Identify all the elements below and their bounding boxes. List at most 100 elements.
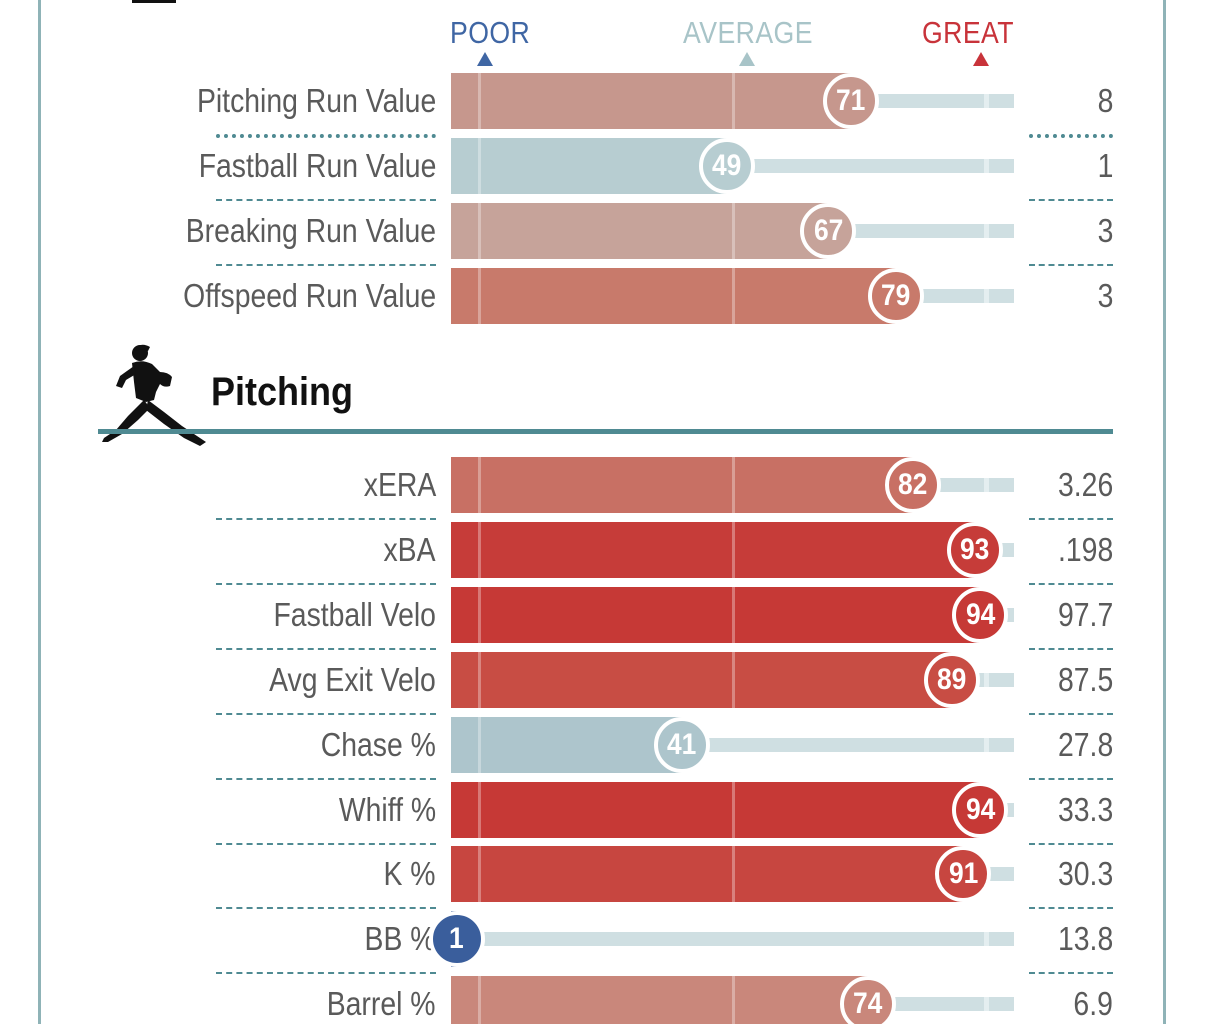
percentile-value: 41 xyxy=(667,727,697,761)
percentile-bar xyxy=(451,73,851,129)
stat-value-text: 13.8 xyxy=(1057,920,1113,958)
percentile-value: 71 xyxy=(836,84,866,117)
scale-label-poor: POOR xyxy=(450,15,531,50)
reference-line xyxy=(478,781,482,838)
track-tick xyxy=(983,672,989,687)
stat-value-text: 3 xyxy=(1097,211,1113,249)
percentile-track xyxy=(746,158,1014,173)
scale-label-average: AVERAGE xyxy=(683,15,813,50)
percentile-bubble: 82 xyxy=(884,457,941,513)
track-tick xyxy=(983,223,989,238)
metric-label-text: Offspeed Run Value xyxy=(183,276,436,314)
metric-label-text: Fastball Velo xyxy=(273,595,436,633)
percentile-bubble: 41 xyxy=(653,716,710,773)
metric-label: xBA xyxy=(120,522,436,578)
percentile-track xyxy=(701,737,1014,752)
row-separator xyxy=(216,842,436,845)
stat-value: 8 xyxy=(1020,73,1113,129)
percentile-bubble: 93 xyxy=(946,521,1003,578)
reference-line xyxy=(731,586,735,643)
metric-label-text: Chase % xyxy=(320,725,436,763)
reference-line xyxy=(478,651,482,708)
metric-label-text: xERA xyxy=(363,466,436,503)
reference-line xyxy=(731,73,735,129)
percentile-track xyxy=(848,223,1014,238)
reference-line xyxy=(478,716,482,773)
row-separator xyxy=(1029,518,1113,520)
metric-label: Chase % xyxy=(120,717,436,773)
reference-line xyxy=(478,73,482,129)
pitching-section-title: Pitching xyxy=(211,370,369,415)
row-separator xyxy=(1029,907,1113,910)
percentile-value: 94 xyxy=(965,792,995,826)
row-separator xyxy=(216,907,436,910)
stat-value-text: 27.8 xyxy=(1057,725,1113,763)
stat-value: 3 xyxy=(1020,268,1113,324)
percentile-value: 93 xyxy=(959,532,990,566)
percentile-bar xyxy=(451,716,682,773)
stat-value-text: 3.26 xyxy=(1057,466,1113,503)
reference-line xyxy=(731,521,735,578)
metric-label: Fastball Run Value xyxy=(120,138,436,194)
stat-value: 97.7 xyxy=(1020,587,1113,643)
row-separator xyxy=(1029,582,1113,585)
stat-value: 30.3 xyxy=(1020,846,1113,902)
stat-value-text: 30.3 xyxy=(1057,855,1113,893)
row-separator xyxy=(1029,842,1113,845)
reference-line xyxy=(731,976,735,1024)
metric-label: BB % xyxy=(120,911,436,967)
frame-left-border xyxy=(38,0,41,1024)
percentile-bubble: 89 xyxy=(924,651,981,708)
percentile-bar xyxy=(451,202,829,259)
metric-label: Avg Exit Velo xyxy=(120,652,436,708)
row-separator xyxy=(216,263,436,266)
stat-value: 1 xyxy=(1020,138,1113,194)
stat-value-text: 8 xyxy=(1097,82,1113,119)
metric-label-text: Fastball Run Value xyxy=(198,146,436,184)
percentile-bar xyxy=(451,846,964,903)
row-separator xyxy=(1029,712,1113,715)
track-tick xyxy=(983,737,989,752)
great-marker-icon xyxy=(973,52,989,66)
row-separator xyxy=(216,712,436,715)
reference-line xyxy=(478,521,482,578)
reference-line xyxy=(478,976,482,1024)
track-tick xyxy=(983,478,989,492)
reference-line xyxy=(478,137,482,194)
stat-value-text: 87.5 xyxy=(1057,660,1113,698)
track-tick xyxy=(983,288,989,303)
reference-line xyxy=(731,651,735,708)
metric-label-text: xBA xyxy=(383,530,436,568)
percentile-bubble: 71 xyxy=(822,73,879,129)
stat-value: 6.9 xyxy=(1020,976,1113,1024)
percentile-bubble: 49 xyxy=(698,137,755,194)
percentile-bar xyxy=(451,267,896,324)
percentile-track xyxy=(915,288,1014,303)
section-divider xyxy=(98,429,1113,434)
reference-line xyxy=(731,781,735,838)
stat-value: 27.8 xyxy=(1020,717,1113,773)
stat-value-text: 6.9 xyxy=(1073,985,1113,1023)
row-separator xyxy=(216,134,436,138)
percentile-value: 74 xyxy=(852,987,883,1021)
track-tick xyxy=(983,158,989,173)
metric-label-text: Barrel % xyxy=(327,985,436,1023)
row-separator xyxy=(1029,198,1113,201)
percentile-bar xyxy=(451,586,981,643)
pitching-section-title-text: Pitching xyxy=(211,370,354,414)
percentile-track xyxy=(476,932,1014,947)
stat-value: 87.5 xyxy=(1020,652,1113,708)
reference-line xyxy=(731,202,735,259)
percentile-bubble: 67 xyxy=(800,202,857,259)
percentile-bar xyxy=(451,781,981,838)
row-separator xyxy=(1029,263,1113,266)
percentile-bar xyxy=(451,651,953,708)
percentile-bar xyxy=(451,976,868,1024)
row-separator xyxy=(1029,777,1113,780)
stat-value-text: 33.3 xyxy=(1057,790,1113,828)
stat-value: .198 xyxy=(1020,522,1113,578)
reference-line xyxy=(731,457,735,513)
percentile-track xyxy=(887,997,1014,1012)
row-separator xyxy=(216,518,436,520)
percentile-value: 94 xyxy=(965,597,995,631)
